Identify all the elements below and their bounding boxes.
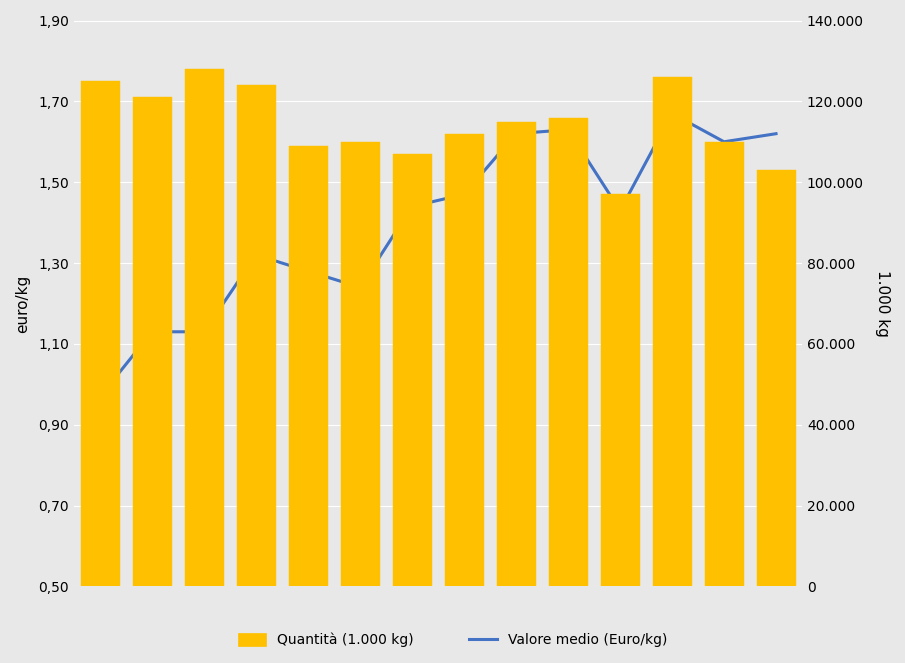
- Bar: [289, 146, 328, 587]
- Y-axis label: 1.000 kg: 1.000 kg: [875, 270, 890, 337]
- Bar: [757, 170, 795, 587]
- Bar: [132, 97, 172, 587]
- Bar: [497, 121, 536, 587]
- Bar: [548, 117, 587, 587]
- Bar: [340, 142, 379, 587]
- Y-axis label: euro/kg: euro/kg: [15, 274, 30, 333]
- Bar: [704, 142, 744, 587]
- Bar: [236, 85, 275, 587]
- Bar: [444, 134, 483, 587]
- Legend: Quantità (1.000 kg), Valore medio (Euro/kg): Quantità (1.000 kg), Valore medio (Euro/…: [233, 627, 672, 653]
- Bar: [185, 69, 224, 587]
- Bar: [81, 81, 119, 587]
- Bar: [393, 154, 432, 587]
- Bar: [601, 194, 640, 587]
- Bar: [653, 77, 691, 587]
